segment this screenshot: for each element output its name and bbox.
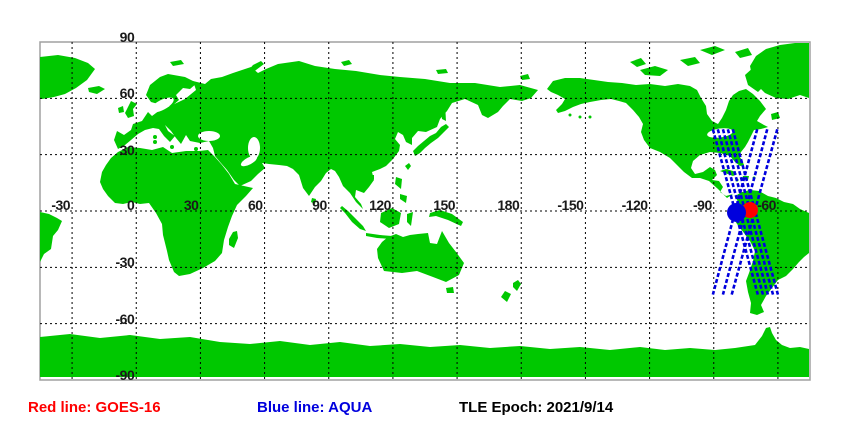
lon-label: -120 [621, 197, 649, 213]
aqua-track-ascending [721, 128, 769, 295]
aqua-track-ascending [711, 128, 759, 295]
goes16-marker [742, 202, 759, 219]
aqua-ground-tracks [711, 128, 780, 295]
lat-label: -90 [115, 367, 135, 383]
lat-label: 60 [119, 85, 135, 102]
legend: Red line: GOES-16 Blue line: AQUA TLE Ep… [0, 399, 850, 419]
aqua-track-descending [721, 128, 770, 295]
lon-label: 180 [497, 197, 520, 213]
lon-label: 0 [126, 197, 135, 213]
lat-label: -30 [115, 254, 135, 271]
aqua-track-ascending [730, 128, 779, 295]
aqua-marker [726, 202, 746, 222]
lat-label: 90 [119, 29, 135, 45]
lon-label: -150 [557, 197, 584, 213]
lon-label: -60 [757, 197, 776, 213]
lon-label: 150 [433, 197, 456, 213]
aqua-track-descending [711, 128, 760, 295]
lat-label: 30 [119, 141, 135, 158]
grid-lines [40, 42, 810, 380]
lon-label: 90 [312, 197, 327, 213]
lat-label: -60 [115, 310, 135, 327]
legend-aqua-label: Blue line: AQUA [257, 399, 373, 416]
lon-label: -30 [51, 197, 71, 213]
aqua-track-descending [726, 128, 775, 295]
aqua-track-descending [716, 128, 765, 295]
aqua-track-descending [731, 128, 780, 295]
legend-goes16-label: Red line: GOES-16 [28, 399, 161, 416]
legend-tle-epoch: TLE Epoch: 2021/9/14 [459, 399, 614, 416]
lon-label: 30 [183, 197, 199, 213]
lon-label: 60 [248, 197, 263, 213]
lon-label: -90 [693, 197, 712, 213]
lon-label: 120 [369, 197, 391, 213]
